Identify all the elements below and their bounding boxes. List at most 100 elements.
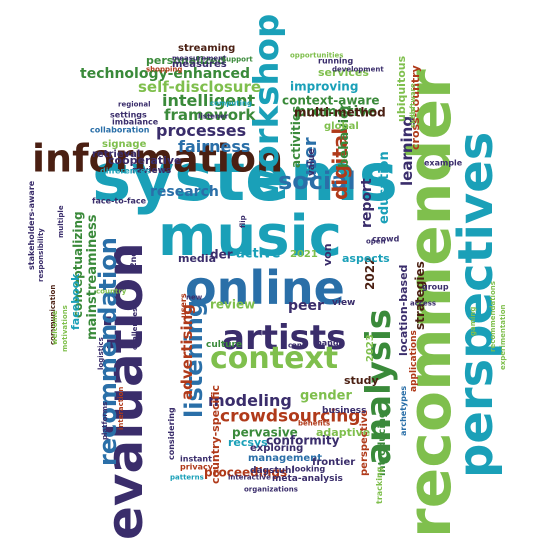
word-crowd: crowd (372, 234, 400, 244)
word-country: country (96, 287, 127, 296)
word-view: view (332, 297, 356, 308)
word-looking: looking (292, 464, 326, 474)
word-can: can (288, 341, 302, 350)
word-running: running (318, 56, 354, 66)
word-culture: culture (206, 339, 243, 350)
word-flip: flip (239, 215, 247, 228)
word-exploring: exploring (250, 443, 304, 454)
word-users: users (179, 293, 188, 318)
word-framework: framework (164, 106, 256, 124)
word-interaction: interaction (117, 386, 125, 430)
word-processes: processes (156, 121, 247, 141)
word-support: support (222, 55, 253, 64)
word-considering: considering (167, 407, 176, 460)
word-von: von (321, 243, 334, 266)
word-report: report (359, 178, 375, 228)
word-active: active (236, 246, 281, 262)
word-context-aware: context-aware (282, 93, 380, 108)
word-multiple: multiple (57, 205, 65, 238)
word-meta-analysis: meta-analysis (272, 473, 343, 484)
word-settings: settings (110, 110, 147, 120)
word-value: value (307, 148, 317, 176)
word-peer: peer (288, 297, 324, 314)
word-streaming: streaming (178, 43, 236, 54)
word-instant: instant (180, 454, 212, 464)
word-skills: skills (409, 107, 417, 128)
word-bands: bands (316, 338, 344, 348)
word-measurement: measurement (172, 54, 227, 63)
word-gender: gender (300, 388, 352, 404)
word-retrieval: retrieval (92, 149, 141, 160)
word-applications: applications (409, 330, 419, 392)
word-gaming: gaming (469, 306, 477, 336)
word-personalized: personalized (146, 54, 226, 68)
word-technology-enhanced: technology-enhanced (80, 65, 251, 82)
word-access: access (410, 299, 437, 308)
word-challenges: challenges (131, 307, 139, 350)
word-organizations: organizations (244, 485, 298, 494)
word-logistics: logistics (97, 337, 105, 370)
word-pervasive: pervasive (232, 425, 298, 440)
word-archetypes: archetypes (399, 385, 408, 436)
word-2021: 2021 (290, 249, 318, 260)
word-recommendations: recommendations (489, 281, 497, 352)
word-privacy: privacy (180, 462, 213, 472)
word-motivations: motivations (61, 305, 69, 352)
word-strategies: strategies (413, 261, 427, 330)
word-perspective: perspective (359, 409, 370, 476)
word-opportunities: opportunities (290, 51, 344, 60)
word-frontier: frontier (312, 457, 356, 468)
word-regional: regional (118, 100, 151, 109)
word-advertising: advertising (178, 303, 196, 400)
word-example: example (424, 158, 463, 168)
word-tracking: tracking (375, 466, 384, 504)
word-multi-method: multi-method (294, 105, 386, 120)
word-online: online (185, 261, 345, 316)
word-experimentation: experimentation (499, 304, 507, 370)
word-fairness: fairness (178, 137, 251, 157)
word-stakeholders-aware: stakeholders-aware (27, 180, 36, 270)
word-research: research (150, 183, 219, 200)
word-media: media (178, 252, 216, 266)
word-shopping: shopping (146, 65, 183, 74)
word-der: der (210, 247, 233, 262)
word-listener: listener (198, 112, 229, 121)
word-management: management (248, 453, 323, 464)
word-crowdsourcing: crowdsourcing (220, 406, 361, 427)
word-new: new (186, 293, 203, 302)
word-mainstreaminess: mainstreaminess (85, 214, 100, 340)
word-collaboration: collaboration (90, 125, 150, 135)
word-services: services (318, 66, 369, 80)
word-group: group (422, 282, 449, 292)
word-improving: improving (290, 79, 359, 94)
word-benefits: benefits (298, 419, 331, 428)
word-patterns: patterns (170, 473, 204, 482)
word-self-disclosure: self-disclosure (138, 78, 262, 96)
word-imbalance: imbalance (112, 117, 159, 127)
word-aspects: aspects (342, 252, 390, 266)
word-systems: systems (92, 139, 398, 217)
word-recsys: recsys (228, 436, 268, 450)
word-adaptive: adaptive (316, 426, 371, 440)
word-interactive: interactive (228, 473, 271, 482)
word-2023: 2023 (365, 334, 376, 362)
word-cooperative: cooperative (108, 154, 182, 168)
word-platforms: platforms (101, 401, 109, 440)
word-signage: signage (102, 139, 147, 150)
word-differences: differences (100, 166, 151, 176)
word-context: context (210, 341, 339, 376)
word-education: education (377, 151, 392, 224)
word-global: global (324, 121, 359, 132)
word-business: business (322, 405, 367, 416)
word-promotive: promotive (296, 103, 377, 120)
word-reviews: reviews (132, 165, 172, 176)
word-face-to-face: face-to-face (92, 196, 147, 206)
word-welcome: welcome (51, 310, 59, 345)
word-measures: measures (172, 59, 227, 70)
word-conformity: conformity (266, 433, 340, 448)
word-open: open (366, 237, 386, 246)
word-study: study (344, 374, 379, 388)
word-artists: artists (222, 317, 347, 358)
word-development: development (332, 65, 384, 74)
